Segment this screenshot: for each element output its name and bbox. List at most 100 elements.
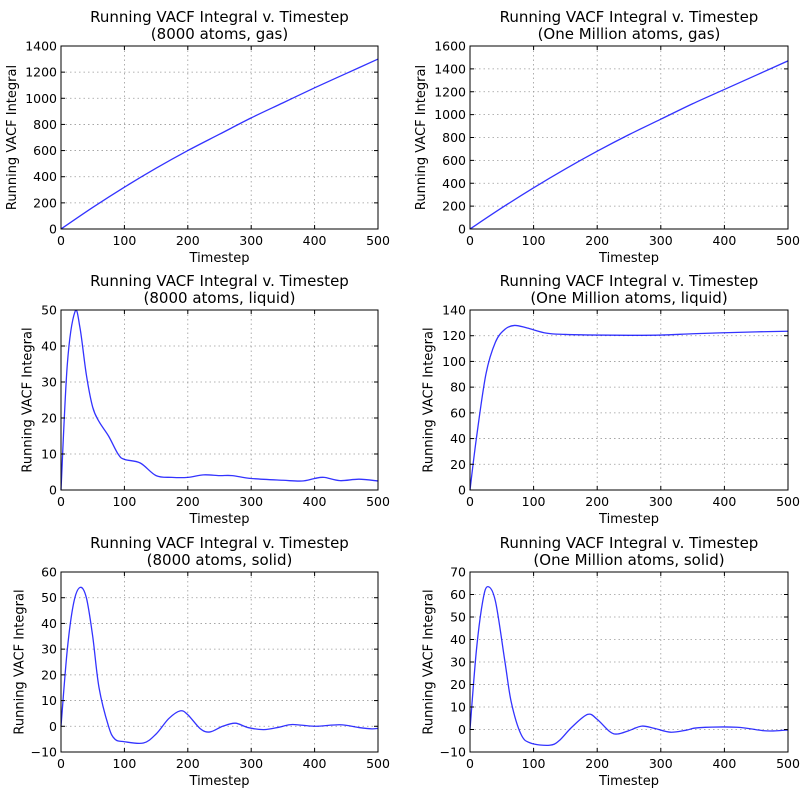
y-tick-label: 0	[458, 483, 466, 498]
y-tick-label: 20	[41, 411, 57, 426]
chart-title: Running VACF Integral v. Timestep	[90, 8, 349, 26]
y-tick-label: 200	[442, 199, 466, 214]
chart-title: Running VACF Integral v. Timestep	[500, 8, 759, 26]
y-axis-label: Running VACF Integral	[20, 327, 35, 472]
y-tick-label: 30	[41, 375, 57, 390]
y-tick-label: 40	[41, 339, 57, 354]
x-axis-label: Timestep	[598, 251, 659, 266]
x-tick-label: 400	[303, 233, 327, 248]
y-tick-label: 50	[41, 590, 57, 605]
y-tick-label: 1400	[434, 61, 466, 76]
y-tick-label: 20	[450, 677, 466, 692]
series-line	[469, 585, 789, 746]
x-tick-label: 500	[366, 233, 390, 248]
y-tick-label: −10	[440, 745, 466, 760]
y-tick-label: 140	[442, 303, 466, 318]
y-axis-label: Running VACF Integral	[13, 589, 28, 734]
y-tick-label: 30	[41, 642, 57, 657]
series-line	[60, 309, 379, 491]
x-tick-label: 100	[522, 494, 546, 509]
x-tick-label: 0	[466, 494, 474, 509]
x-axis-label: Timestep	[189, 774, 250, 789]
chart-subtitle: (8000 atoms, solid)	[147, 551, 293, 569]
subplot-0: 0 100 200 300 400 500 0 200 400 600 800 1000 1200 140…	[5, 8, 390, 266]
x-tick-label: 400	[303, 756, 327, 771]
chart-title: Running VACF Integral v. Timestep	[500, 272, 759, 290]
axes-frame	[60, 571, 379, 753]
subplot-2: 0 100 200 300 400 500 0 10 20 30 40 50 Running VACF …	[20, 272, 390, 527]
y-tick-label: 10	[41, 693, 57, 708]
y-axis-label: Running VACF Integral	[414, 65, 429, 210]
x-tick-label: 400	[712, 494, 736, 509]
x-tick-label: 300	[649, 494, 673, 509]
chart-subtitle: (8000 atoms, gas)	[151, 25, 288, 43]
x-tick-label: 500	[776, 494, 800, 509]
x-tick-label: 100	[112, 233, 136, 248]
x-tick-label: 200	[585, 494, 609, 509]
y-tick-label: 1000	[434, 107, 466, 122]
y-tick-label: 0	[458, 222, 466, 237]
x-tick-label: 400	[712, 756, 736, 771]
y-tick-label: 200	[33, 195, 57, 210]
x-tick-label: 500	[776, 756, 800, 771]
x-tick-label: 500	[366, 494, 390, 509]
y-tick-label: 40	[41, 616, 57, 631]
axes-frame	[469, 309, 789, 491]
y-tick-label: 400	[33, 169, 57, 184]
x-tick-label: 500	[366, 756, 390, 771]
x-tick-label: 0	[57, 233, 65, 248]
y-tick-label: 1200	[25, 65, 57, 80]
y-tick-label: 120	[442, 328, 466, 343]
y-tick-label: 60	[450, 587, 466, 602]
y-tick-label: 10	[41, 447, 57, 462]
x-axis-label: Timestep	[189, 251, 250, 266]
y-tick-label: 100	[442, 354, 466, 369]
x-tick-label: 0	[466, 756, 474, 771]
y-tick-label: 800	[442, 130, 466, 145]
chart-title: Running VACF Integral v. Timestep	[90, 534, 349, 552]
x-tick-label: 0	[57, 494, 65, 509]
y-tick-label: 70	[450, 565, 466, 580]
y-tick-label: 10	[450, 700, 466, 715]
x-tick-label: 100	[112, 494, 136, 509]
y-tick-label: 0	[49, 222, 57, 237]
x-tick-label: 100	[112, 756, 136, 771]
x-tick-label: 300	[649, 233, 673, 248]
x-axis-label: Timestep	[598, 512, 659, 527]
y-tick-label: 1600	[434, 39, 466, 54]
axes-frame	[60, 309, 379, 491]
y-tick-label: 1400	[25, 39, 57, 54]
series-line	[469, 60, 789, 230]
y-axis-label: Running VACF Integral	[422, 327, 437, 472]
y-tick-label: 80	[450, 380, 466, 395]
y-tick-label: 800	[33, 117, 57, 132]
x-tick-label: 300	[239, 233, 263, 248]
y-tick-label: 60	[450, 405, 466, 420]
y-tick-label: 50	[41, 303, 57, 318]
subplot-1: 0 100 200 300 400 500 0 200 400 600 800 1000 1200 140…	[414, 8, 800, 266]
subplot-5: 0 100 200 300 400 500−10010203040506070Runnin…	[422, 534, 800, 789]
chart-subtitle: (One Million atoms, solid)	[533, 551, 724, 569]
x-tick-label: 300	[239, 756, 263, 771]
x-tick-label: 400	[303, 494, 327, 509]
y-tick-label: 0	[458, 722, 466, 737]
x-tick-label: 400	[712, 233, 736, 248]
y-tick-label: 0	[49, 483, 57, 498]
series-line	[469, 324, 789, 491]
x-tick-label: 200	[585, 756, 609, 771]
subplot-3: 0 100 200 300 400 500 0 20 40 60 80 100 120 140 Runnin…	[422, 272, 800, 527]
x-tick-label: 500	[776, 233, 800, 248]
y-tick-label: 1000	[25, 91, 57, 106]
y-tick-label: 20	[450, 457, 466, 472]
chart-subtitle: (8000 atoms, liquid)	[144, 289, 296, 307]
x-tick-label: 0	[57, 756, 65, 771]
chart-subtitle: (One Million atoms, liquid)	[530, 289, 727, 307]
y-axis-label: Running VACF Integral	[5, 65, 20, 210]
x-tick-label: 200	[585, 233, 609, 248]
y-tick-label: 60	[41, 565, 57, 580]
subplot-4: 0 100 200 300 400 500−100102030405060Running …	[13, 534, 390, 789]
chart-subtitle: (One Million atoms, gas)	[538, 25, 721, 43]
chart-title: Running VACF Integral v. Timestep	[500, 534, 759, 552]
y-tick-label: −10	[31, 745, 57, 760]
y-tick-label: 50	[450, 610, 466, 625]
